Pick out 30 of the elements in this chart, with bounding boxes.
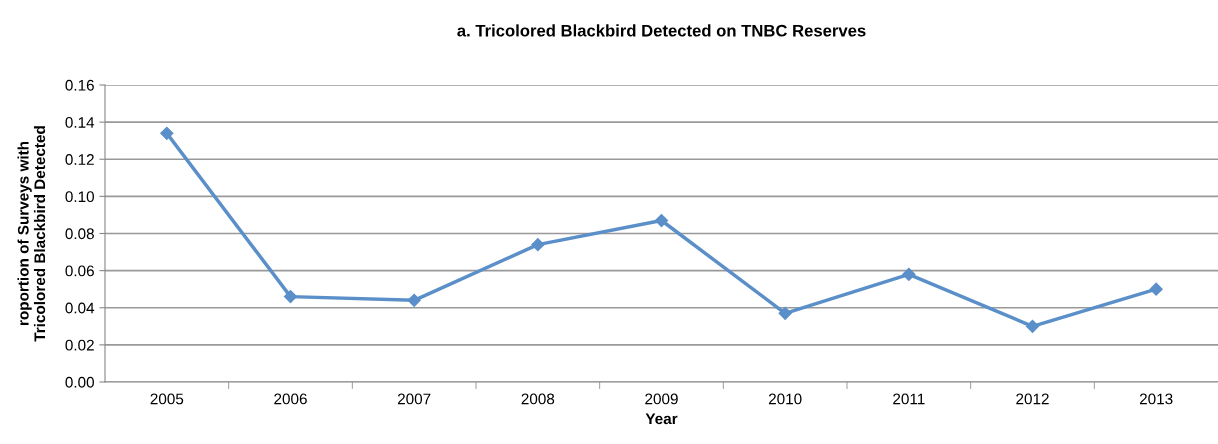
x-tick-label: 2013	[1139, 393, 1173, 405]
x-tick-label: 2011	[893, 393, 925, 405]
y-tick-label: 0.00	[65, 376, 94, 388]
y-tick-label: 0.10	[65, 191, 94, 203]
y-tick-label: 0.16	[65, 79, 94, 91]
point	[1149, 282, 1163, 296]
x-tick-label: 2005	[150, 393, 184, 405]
point	[902, 267, 916, 281]
y-tick-label: 0.12	[65, 154, 94, 165]
point	[1025, 319, 1040, 333]
point	[654, 213, 669, 228]
x-tick-label: 2009	[645, 393, 678, 405]
x-axis-title: Year	[645, 413, 678, 425]
point	[283, 290, 298, 304]
x-tick-label: 2007	[397, 393, 431, 405]
y-tick-label: 0.04	[65, 302, 95, 314]
y-tick-label: 0.02	[65, 339, 94, 351]
x-tick-label: 2010	[768, 393, 802, 405]
x-tick-label: 2006	[274, 393, 307, 405]
point	[407, 293, 421, 307]
point	[160, 126, 174, 140]
point	[531, 238, 545, 252]
y-tick-label: 0.06	[65, 265, 94, 277]
y-axis-title: roportion of Surveys with Tricolored Blackbird Detected	[17, 126, 46, 342]
x-tick-label: 2008	[521, 393, 555, 405]
y-tick-label: 0.14	[65, 116, 95, 128]
y-tick-label: 0.08	[65, 228, 94, 240]
x-tick-label: 2012	[1016, 393, 1049, 405]
point	[778, 306, 792, 320]
chart-title: a. Tricolored Blackbird Detected on TNBC Reserves	[457, 24, 866, 37]
